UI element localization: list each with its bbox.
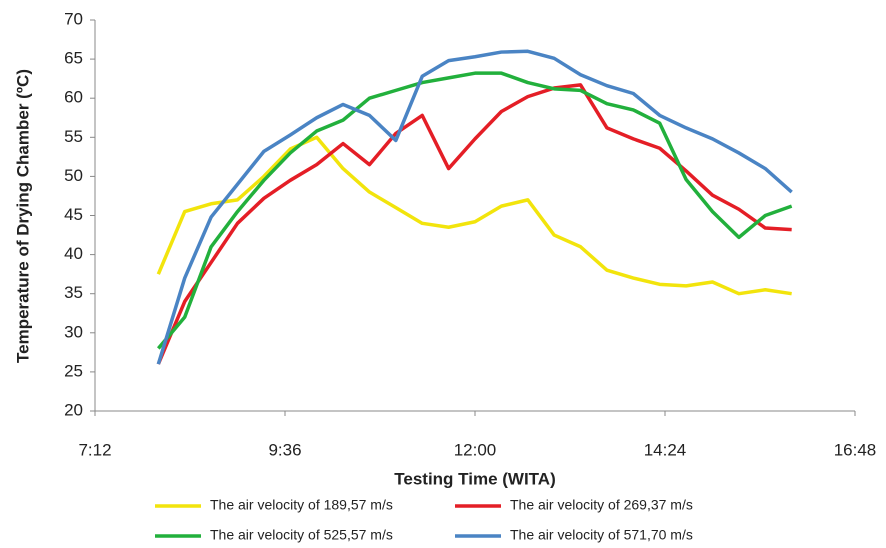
- legend-label: The air velocity of 525,57 m/s: [210, 527, 393, 543]
- y-tick-label: 40: [64, 244, 83, 263]
- series-line: [156, 135, 792, 296]
- x-tick-label: 16:48: [834, 440, 877, 459]
- legend: The air velocity of 189,57 m/s The air ve…: [155, 497, 693, 543]
- y-tick-label: 35: [64, 283, 83, 302]
- y-tick-label: 70: [64, 9, 83, 28]
- series-line: [156, 83, 792, 365]
- y-tick-label: 45: [64, 205, 83, 224]
- series-line: [156, 49, 793, 365]
- y-tick-label: 25: [64, 361, 83, 380]
- y-tick-label: 65: [64, 49, 83, 68]
- y-tick-label: 55: [64, 127, 83, 146]
- y-tick-label: 20: [64, 400, 83, 419]
- legend-label: The air velocity of 189,57 m/s: [210, 497, 393, 513]
- x-axis-title: Testing Time (WITA): [394, 469, 556, 488]
- x-tick-label: 7:12: [78, 440, 111, 459]
- y-axis-title: Temperature of Drying Chamber (ºC): [13, 69, 32, 363]
- legend-label: The air velocity of 269,37 m/s: [510, 497, 693, 513]
- y-tick-label: 50: [64, 166, 83, 185]
- x-tick-label: 14:24: [644, 440, 687, 459]
- x-tick-label: 9:36: [268, 440, 301, 459]
- legend-label: The air velocity of 571,70 m/s: [510, 527, 693, 543]
- series-line: [156, 71, 793, 350]
- x-tick-label: 12:00: [454, 440, 497, 459]
- y-tick-label: 60: [64, 88, 83, 107]
- y-tick-label: 30: [64, 322, 83, 341]
